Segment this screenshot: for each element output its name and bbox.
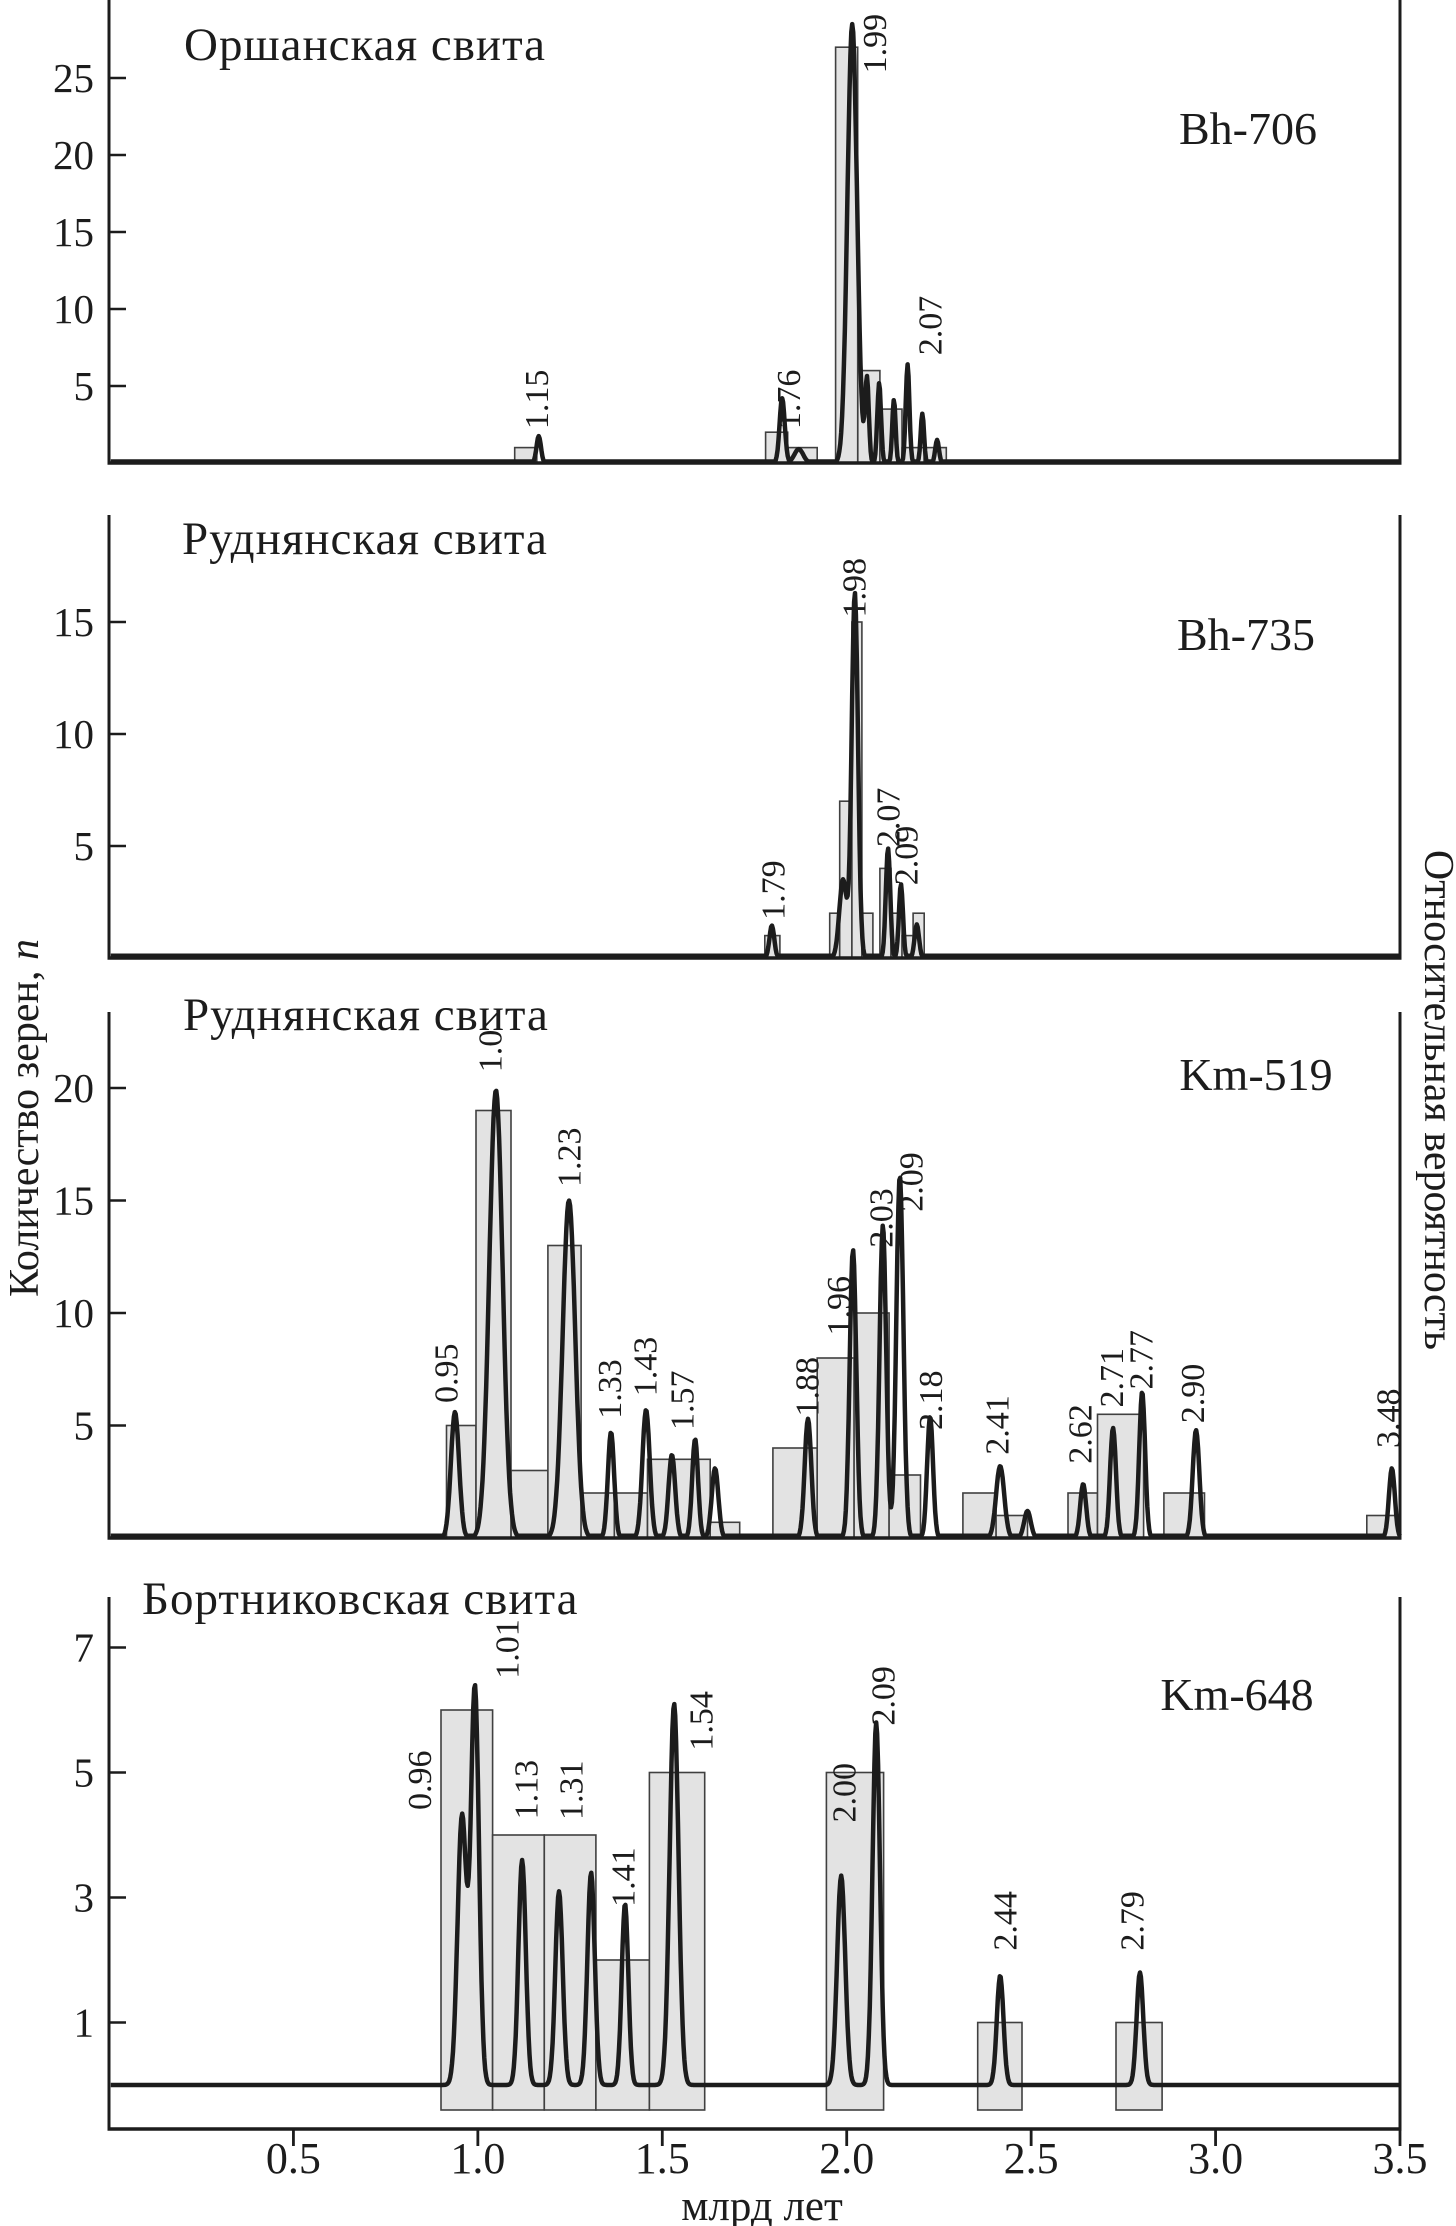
panel-1-kde-curve — [109, 21, 1402, 464]
panel-4-peak-age-label: 1.31 — [553, 1761, 590, 1821]
panel-4-peak-age-label: 2.79 — [1114, 1891, 1151, 1951]
panel-3-peak-age-label: 2.03 — [863, 1188, 900, 1248]
panel-3-peak-age-label: 1.43 — [628, 1337, 665, 1397]
panel-3-kde-curve — [109, 1088, 1402, 1539]
panel-3-peak-age-label: 1.0 — [473, 1030, 510, 1073]
panel-3-peak-age-label: 1.23 — [552, 1128, 589, 1188]
x-axis-title: млрд лет — [681, 2183, 843, 2226]
panel-1-peak-age-label: 1.15 — [519, 370, 556, 430]
panel-3-peak-age-label: 2.09 — [894, 1152, 931, 1212]
panel-4-y-tick-label: 7 — [74, 1625, 95, 1671]
y-axis-label-left-variable: n — [2, 938, 48, 960]
panel-3-title: Руднянская свита — [183, 989, 549, 1041]
panel-2-kde-curve — [109, 590, 1402, 959]
panel-3-peak-age-label: 3.48 — [1370, 1389, 1407, 1449]
panel-3-peak-age-label: 1.33 — [592, 1359, 629, 1419]
panel-4-peak-age-label: 1.54 — [684, 1691, 721, 1751]
panel-3-peak-age-label: 1.96 — [821, 1276, 858, 1336]
panel-3-peak-age-label: 2.77 — [1123, 1330, 1160, 1390]
panel-2-peak-age-label: 1.98 — [836, 558, 873, 618]
panel-1-y-tick-label: 25 — [53, 55, 94, 101]
panel-4-peak-age-label: 1.41 — [605, 1847, 642, 1907]
panel-3-peak-age-label: 0.95 — [429, 1344, 466, 1404]
panel-2-peak-age-label: 2.09 — [888, 826, 925, 886]
panel-3-y-tick-label: 10 — [53, 1290, 94, 1336]
panel-4-peak-age-label: 1.13 — [508, 1760, 545, 1820]
panel-3-histogram-bar — [1163, 1492, 1206, 1539]
panel-4-histogram-bar — [976, 2021, 1023, 2111]
panel-4-histogram-bar — [1115, 2021, 1163, 2111]
panel-3-peak-age-label: 2.18 — [913, 1371, 950, 1431]
panel-2-peak-age-label: 1.79 — [756, 860, 793, 920]
x-axis-tick-label: 0.5 — [266, 2134, 321, 2183]
x-axis-tick-label: 2.5 — [1004, 2134, 1059, 2183]
panel-1-title: Оршанская свита — [184, 19, 547, 71]
panel-4-y-tick-label: 3 — [74, 1875, 95, 1921]
panel-3-y-tick-label: 15 — [53, 1178, 94, 1224]
x-axis-tick-label: 3.0 — [1188, 2134, 1243, 2183]
panel-4-peak-age-label: 2.00 — [826, 1763, 863, 1823]
panel-3-peak-age-label: 2.62 — [1062, 1404, 1099, 1464]
panel-4-y-tick-label: 1 — [74, 2000, 95, 2046]
panel-2-sample-id: Bh-735 — [1177, 609, 1315, 660]
panel-1-y-tick-label: 10 — [53, 286, 94, 332]
panel-3-peak-age-label: 2.71 — [1094, 1348, 1131, 1408]
panel-3-peak-age-label: 2.41 — [979, 1395, 1016, 1455]
panel-3-y-tick-label: 20 — [53, 1065, 94, 1111]
panel-3-peak-age-label: 2.90 — [1175, 1364, 1212, 1424]
panel-2-y-tick-label: 15 — [53, 599, 94, 645]
panel-3-peak-age-label: 1.88 — [790, 1357, 827, 1417]
panel-1-peak-age-label: 2.07 — [912, 296, 949, 356]
panel-4-title: Бортниковская свита — [142, 1573, 579, 1625]
panel-1-y-tick-label: 15 — [53, 209, 94, 255]
panel-2-peak-age-label: 2.07 — [871, 788, 908, 848]
panel-2-y-tick-label: 5 — [74, 823, 95, 869]
panel-1-y-tick-label: 20 — [53, 132, 94, 178]
panel-4-peak-age-label: 2.44 — [988, 1891, 1025, 1951]
panel-3-peak-age-label: 1.57 — [664, 1371, 701, 1431]
panel-1-peak-age-label: 1.76 — [771, 370, 808, 430]
panel-4-peak-age-label: 2.09 — [866, 1666, 903, 1726]
x-axis-tick-label: 2.0 — [819, 2134, 874, 2183]
panel-4-kde-curve — [109, 1682, 1402, 2088]
panel-2-y-tick-label: 10 — [53, 711, 94, 757]
panel-1-y-tick-label: 5 — [74, 363, 95, 409]
y-axis-label-right: Относительная вероятность — [1415, 849, 1456, 1351]
panel-4-peak-age-label: 1.01 — [490, 1619, 527, 1679]
x-axis-tick-label: 3.5 — [1373, 2134, 1428, 2183]
panel-3-y-tick-label: 5 — [74, 1403, 95, 1449]
panel-4-y-tick-label: 5 — [74, 1750, 95, 1796]
panel-3-sample-id: Km-519 — [1179, 1049, 1333, 1100]
panel-3-histogram-bar — [510, 1469, 549, 1539]
panel-4-sample-id: Km-648 — [1160, 1669, 1314, 1720]
y-axis-label-left-text: Количество зерен, — [2, 959, 48, 1298]
panel-1-peak-age-label: 1.99 — [857, 14, 894, 74]
x-axis-tick-label: 1.0 — [450, 2134, 505, 2183]
x-axis-tick-label: 1.5 — [635, 2134, 690, 2183]
y-axis-label-left: Количество зерен, n — [1, 939, 49, 1297]
panel-4-peak-age-label: 0.96 — [402, 1751, 439, 1811]
panel-2-title: Руднянская свита — [182, 513, 548, 565]
panel-1-sample-id: Bh-706 — [1179, 103, 1317, 154]
